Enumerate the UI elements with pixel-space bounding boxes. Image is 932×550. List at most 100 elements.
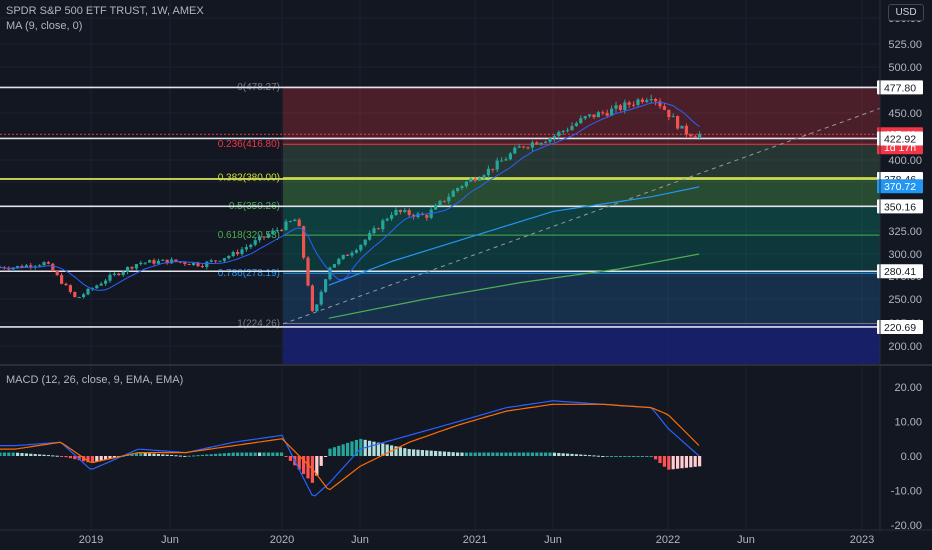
macd-histogram-bar — [548, 452, 552, 456]
time-axis-label: 2019 — [79, 534, 103, 546]
macd-histogram-bar — [178, 455, 182, 457]
candle-body — [530, 142, 534, 148]
macd-histogram-bar — [447, 451, 451, 456]
candle-body — [156, 260, 160, 264]
candle-body — [209, 260, 213, 262]
candle-body — [328, 267, 332, 280]
candle-body — [60, 275, 64, 284]
price-tag — [877, 199, 923, 214]
candle-body — [667, 109, 671, 118]
macd-histogram-bar — [165, 454, 169, 456]
macd-histogram-bar — [209, 454, 213, 456]
macd-histogram-bar — [530, 452, 534, 456]
macd-histogram-bar — [20, 453, 24, 456]
macd-axis-label: 20.00 — [894, 382, 922, 394]
price-tag-label: 477.80 — [884, 82, 916, 94]
macd-histogram-bar — [478, 452, 482, 456]
macd-histogram-bar — [302, 456, 306, 475]
candle-body — [346, 254, 350, 256]
macd-histogram-bar — [73, 456, 77, 460]
candle-body — [469, 178, 473, 182]
macd-histogram-bar — [680, 456, 684, 469]
time-axis-label: 2022 — [656, 534, 680, 546]
candle-body — [139, 262, 143, 265]
candle-body — [654, 99, 658, 102]
price-axis-label: 450.00 — [888, 108, 922, 120]
macd-histogram-bar — [324, 456, 328, 457]
price-axis-label: 400.00 — [888, 155, 922, 167]
candle-body — [82, 294, 86, 298]
candle-body — [588, 114, 592, 117]
macd-histogram-bar — [469, 452, 473, 456]
candle-body — [112, 273, 116, 275]
macd-histogram-bar — [434, 450, 438, 456]
macd-histogram-bar — [60, 456, 64, 457]
macd-histogram-bar — [504, 452, 508, 456]
macd-histogram-bar — [350, 441, 354, 456]
price-tag-label: 422.92 — [884, 133, 916, 145]
macd-histogram-bar — [346, 442, 350, 456]
macd-histogram-bar — [64, 456, 68, 458]
currency-button[interactable]: USD — [888, 4, 924, 21]
macd-histogram-bar — [130, 453, 134, 456]
price-tag — [877, 264, 923, 279]
candle-body — [684, 125, 688, 135]
time-axis-label: Jun — [544, 534, 562, 546]
macd-histogram-bar — [500, 452, 504, 456]
candle-body — [416, 213, 420, 218]
candle-body — [218, 260, 222, 262]
symbol-title: SPDR S&P 500 ETF TRUST, 1W, AMEX — [6, 5, 204, 17]
candle-body — [200, 266, 204, 268]
candle-body — [293, 219, 297, 222]
macd-histogram-bar — [148, 453, 152, 456]
candle-body — [596, 112, 600, 118]
macd-histogram-bar — [139, 452, 143, 456]
macd-histogram-bar — [161, 454, 165, 456]
candle-body — [244, 247, 248, 250]
macd-histogram-bar — [240, 452, 244, 456]
macd-histogram-bar — [90, 456, 94, 463]
time-axis-label: Jun — [161, 534, 179, 546]
macd-histogram-bar — [491, 452, 495, 456]
macd-histogram-bar — [170, 454, 174, 456]
candle-body — [95, 285, 99, 289]
fib-zone — [283, 273, 880, 324]
macd-histogram-bar — [385, 444, 389, 456]
candle-body — [315, 304, 319, 312]
candle-body — [605, 112, 609, 116]
macd-histogram-bar — [288, 456, 292, 461]
macd-histogram-bar — [253, 452, 257, 456]
candle-body — [447, 196, 451, 202]
macd-histogram-bar — [416, 449, 420, 456]
price-axis-label: 200.00 — [888, 341, 922, 353]
candle-body — [240, 249, 244, 255]
candle-body — [46, 262, 50, 264]
candle-body — [495, 160, 499, 170]
candle-body — [196, 263, 200, 267]
macd-histogram-bar — [412, 449, 416, 456]
candle-body — [504, 159, 508, 161]
macd-histogram-bar — [306, 456, 310, 479]
candle-body — [460, 186, 464, 189]
candle-body — [442, 200, 446, 202]
candle-body — [583, 116, 587, 119]
candle-body — [187, 264, 191, 266]
macd-histogram-bar — [275, 452, 279, 456]
macd-histogram-bar — [332, 447, 336, 456]
macd-histogram-bar — [640, 456, 644, 457]
macd-histogram-bar — [398, 447, 402, 456]
macd-histogram-bar — [482, 452, 486, 456]
candle-body — [566, 130, 570, 132]
time-axis-label: 2023 — [850, 534, 874, 546]
macd-histogram-bar — [38, 454, 42, 456]
candle-body — [161, 259, 165, 261]
macd-histogram-bar — [236, 452, 240, 456]
macd-indicator-label[interactable]: MACD (12, 26, close, 9, EMA, EMA) — [6, 374, 184, 386]
ma-indicator-label[interactable]: MA (9, close, 0) — [6, 20, 83, 32]
macd-histogram-bar — [658, 456, 662, 464]
fib-level-label: 0.618(320.53) — [218, 230, 280, 241]
fib-level-label: 1(224.26) — [237, 319, 280, 330]
candle-body — [434, 204, 438, 210]
candle-body — [517, 146, 521, 148]
